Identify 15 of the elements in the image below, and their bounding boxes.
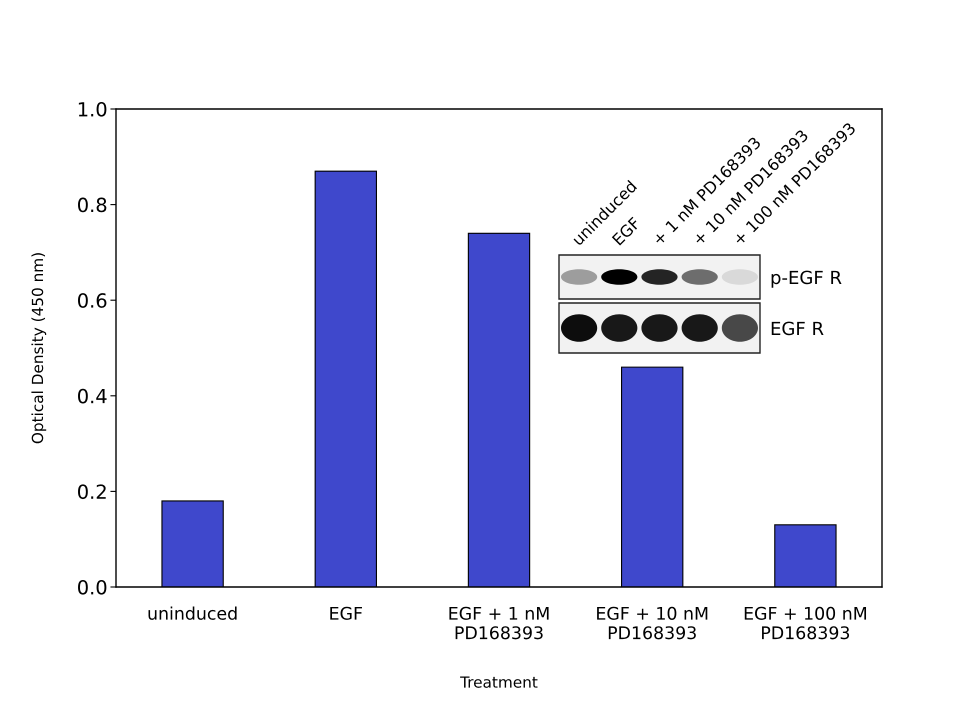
y-tick-label: 0.4 xyxy=(78,388,107,404)
y-tick-label: 1.0 xyxy=(78,102,106,117)
x-tick-label: EGF + 1 nM PD168393 xyxy=(449,606,549,640)
annotation: EGF R xyxy=(772,322,824,336)
x-tick-label: EGF + 10 nM PD168393 xyxy=(597,606,708,640)
y-tick-label: 0.8 xyxy=(78,198,106,212)
x-axis-title: Treatment xyxy=(460,676,538,688)
y-tick-label: 0.0 xyxy=(78,580,106,595)
x-tick-label: uninduced xyxy=(148,606,237,620)
x-tick-label: EGF + 100 nM PD168393 xyxy=(744,606,866,640)
annotation: p-EGF R xyxy=(772,270,842,288)
y-axis-title: Optical Density (450 nm) xyxy=(31,253,46,444)
y-tick-label: 0.2 xyxy=(78,484,106,500)
y-tick-label: 0.6 xyxy=(78,293,106,308)
x-tick-label: EGF xyxy=(330,606,362,620)
